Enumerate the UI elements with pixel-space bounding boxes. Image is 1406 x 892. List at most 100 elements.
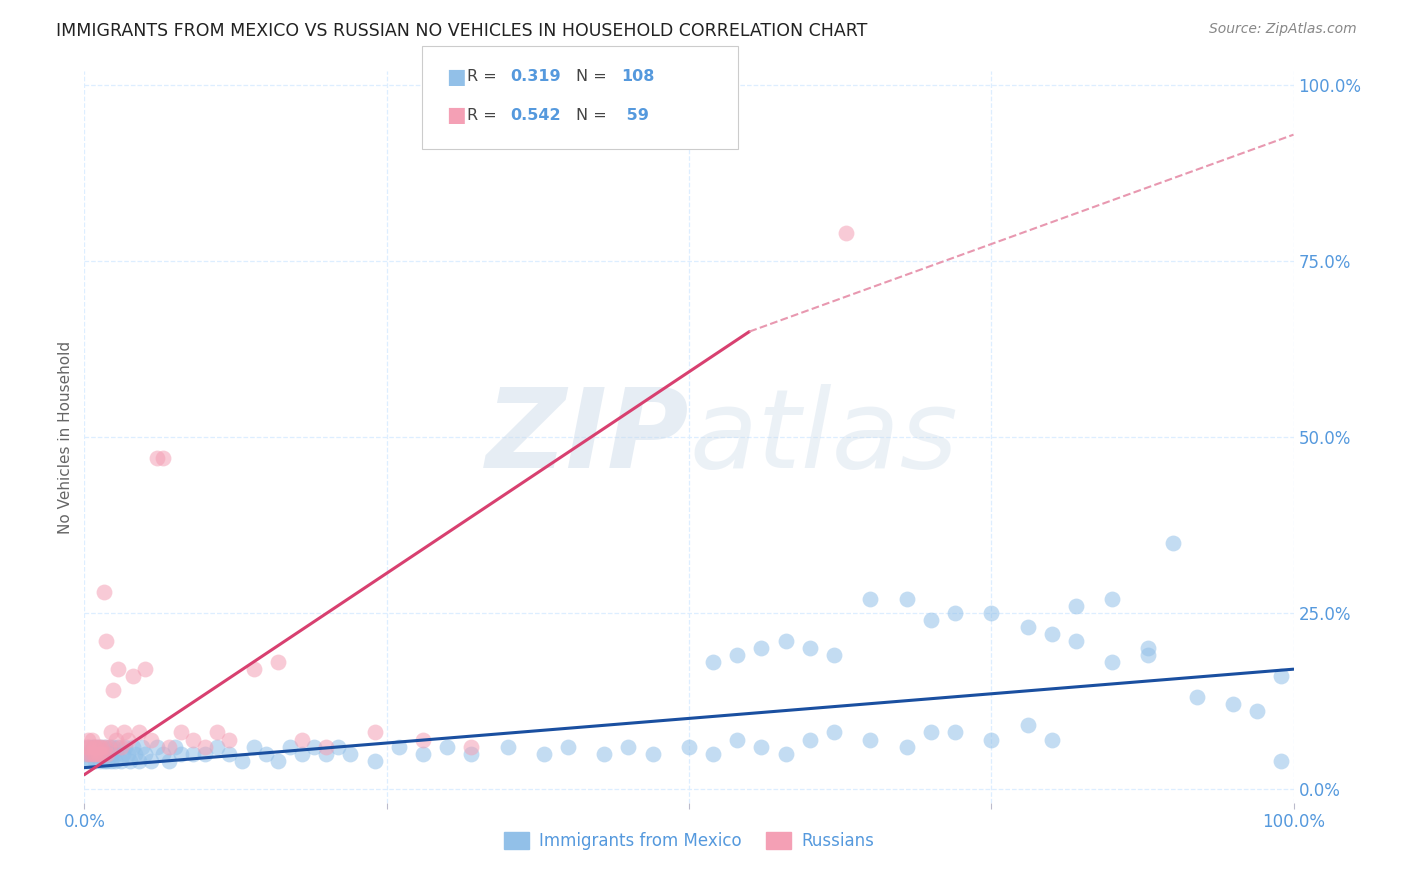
Point <box>93 754 115 768</box>
Point <box>702 747 724 761</box>
Point <box>80 739 103 754</box>
Point <box>339 747 361 761</box>
Point <box>77 739 100 754</box>
Point <box>799 641 821 656</box>
Point <box>93 584 115 599</box>
Point <box>82 747 104 761</box>
Point <box>1161 535 1184 549</box>
Point <box>128 754 150 768</box>
Text: R =: R = <box>467 108 502 122</box>
Point <box>77 732 100 747</box>
Point <box>254 747 277 761</box>
Point <box>104 754 127 768</box>
Point <box>83 739 105 754</box>
Point <box>86 739 108 754</box>
Point <box>97 739 120 754</box>
Point <box>114 739 136 754</box>
Text: IMMIGRANTS FROM MEXICO VS RUSSIAN NO VEHICLES IN HOUSEHOLD CORRELATION CHART: IMMIGRANTS FROM MEXICO VS RUSSIAN NO VEH… <box>56 22 868 40</box>
Point <box>110 739 132 754</box>
Point <box>207 739 229 754</box>
Point <box>859 732 882 747</box>
Point <box>363 725 385 739</box>
Point <box>94 739 117 754</box>
Point <box>1137 641 1160 656</box>
Point <box>1040 732 1063 747</box>
Point <box>751 641 773 656</box>
Text: R =: R = <box>467 70 502 84</box>
Point <box>146 739 169 754</box>
Point <box>86 747 108 761</box>
Point <box>77 747 100 761</box>
Point <box>79 754 101 768</box>
Point <box>91 747 114 761</box>
Point <box>103 683 125 698</box>
Point <box>436 739 458 754</box>
Point <box>89 747 111 761</box>
Text: ■: ■ <box>446 105 465 125</box>
Point <box>131 739 153 754</box>
Point <box>124 747 146 761</box>
Text: 0.542: 0.542 <box>510 108 561 122</box>
Point <box>460 739 482 754</box>
Point <box>460 747 482 761</box>
Point <box>117 732 139 747</box>
Text: N =: N = <box>576 70 613 84</box>
Point <box>110 754 132 768</box>
Point <box>94 739 117 754</box>
Point <box>1270 669 1292 683</box>
Y-axis label: No Vehicles in Household: No Vehicles in Household <box>58 341 73 533</box>
Point <box>134 747 156 761</box>
Point <box>315 747 337 761</box>
Point <box>242 662 264 676</box>
Point <box>157 754 180 768</box>
Point <box>120 754 142 768</box>
Point <box>920 725 942 739</box>
Point <box>128 725 150 739</box>
Point <box>80 732 103 747</box>
Point <box>117 747 139 761</box>
Point <box>194 739 217 754</box>
Point <box>1064 634 1087 648</box>
Point <box>315 739 337 754</box>
Text: atlas: atlas <box>689 384 957 491</box>
Point <box>194 747 217 761</box>
Point <box>678 739 700 754</box>
Point <box>1246 705 1268 719</box>
Point <box>896 591 918 606</box>
Point <box>96 747 118 761</box>
Point <box>75 739 97 754</box>
Point <box>76 754 98 768</box>
Point <box>181 732 204 747</box>
Point <box>267 655 290 669</box>
Point <box>100 754 122 768</box>
Point <box>103 739 125 754</box>
Point <box>94 747 117 761</box>
Point <box>79 747 101 761</box>
Point <box>980 606 1002 620</box>
Point <box>98 739 121 754</box>
Point <box>94 634 117 648</box>
Point <box>86 739 108 754</box>
Point <box>170 725 193 739</box>
Point <box>104 747 127 761</box>
Point <box>593 747 616 761</box>
Point <box>363 754 385 768</box>
Point <box>823 648 845 662</box>
Point <box>896 739 918 754</box>
Point <box>83 739 105 754</box>
Point <box>1137 648 1160 662</box>
Point <box>170 747 193 761</box>
Point <box>920 613 942 627</box>
Point <box>412 732 434 747</box>
Point <box>87 739 110 754</box>
Point <box>557 739 579 754</box>
Text: ZIP: ZIP <box>485 384 689 491</box>
Point <box>90 739 112 754</box>
Point <box>1185 690 1208 705</box>
Point <box>242 739 264 754</box>
Point <box>291 747 314 761</box>
Point <box>157 739 180 754</box>
Point <box>121 739 143 754</box>
Point <box>104 732 127 747</box>
Text: 0.319: 0.319 <box>510 70 561 84</box>
